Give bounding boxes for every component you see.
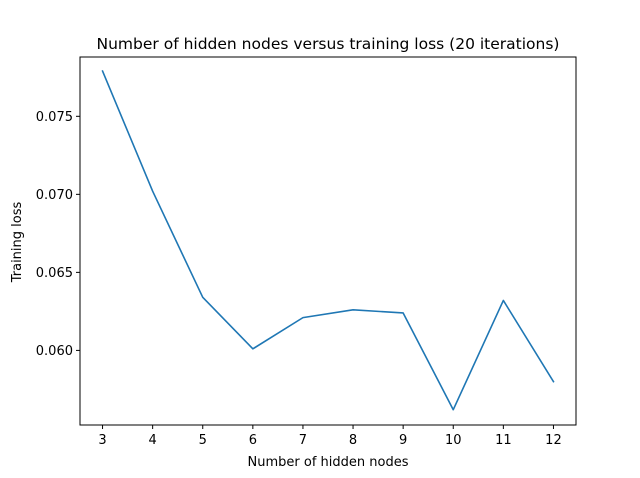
x-tick-label: 6 [249, 433, 257, 448]
plot-area-frame [79, 56, 577, 426]
y-axis-label: Training loss [10, 202, 25, 284]
series-line [101, 69, 555, 411]
x-tick-label: 5 [199, 433, 207, 448]
x-tick-label: 7 [299, 433, 307, 448]
chart-title: Number of hidden nodes versus training l… [97, 35, 560, 53]
x-tick-label: 4 [149, 433, 157, 448]
x-tick-label: 8 [349, 433, 357, 448]
y-tick-label: 0.070 [36, 188, 73, 203]
y-tick-label: 0.075 [36, 110, 73, 125]
x-tick-label: 12 [545, 433, 562, 448]
y-tick-label: 0.065 [36, 266, 73, 281]
y-tick-label: 0.060 [36, 344, 73, 359]
y-axis-ticks: 0.060 0.065 0.070 0.075 [36, 110, 80, 359]
x-axis-label: Number of hidden nodes [248, 455, 409, 470]
x-tick-label: 11 [495, 433, 512, 448]
x-axis-ticks: 3 4 5 6 7 8 9 10 11 12 [98, 425, 562, 448]
x-tick-label: 10 [445, 433, 462, 448]
series-layer [101, 69, 555, 411]
x-tick-label: 3 [98, 433, 106, 448]
x-tick-label: 9 [399, 433, 407, 448]
